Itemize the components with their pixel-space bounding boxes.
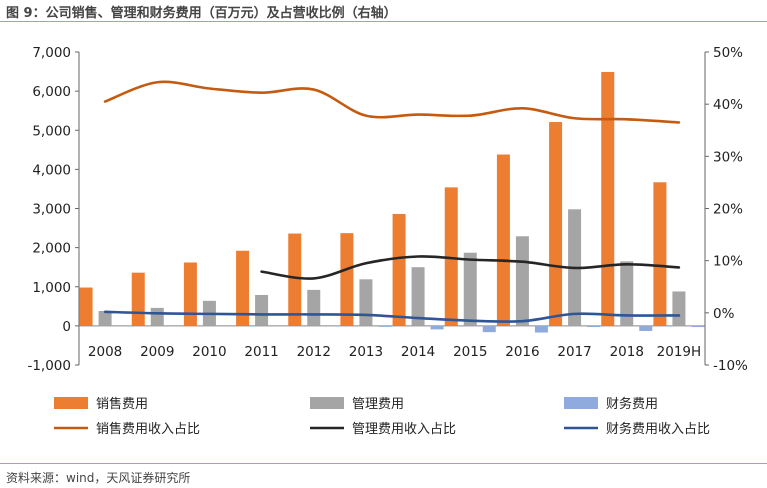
x-tick-label: 2008 (88, 344, 122, 360)
left-tick-label: 3,000 (32, 202, 71, 218)
bar (672, 291, 686, 326)
legend-label: 销售费用收入占比 (96, 421, 200, 437)
legend-label: 财务费用 (606, 396, 658, 412)
bar (639, 325, 653, 331)
x-tick-label: 2017 (557, 344, 591, 360)
left-tick-label: 2,000 (32, 241, 71, 257)
x-tick-label: 2012 (297, 344, 331, 360)
series-line (103, 310, 681, 323)
x-tick-label: 2011 (244, 344, 278, 360)
legend-swatch (310, 397, 344, 409)
title-rule (0, 21, 767, 22)
bar (430, 325, 444, 330)
left-tick-label: 7,000 (32, 45, 71, 61)
right-tick-label: 20% (713, 202, 743, 218)
x-tick-label: 2015 (453, 344, 487, 360)
x-tick-label: 2009 (140, 344, 174, 360)
bar (359, 279, 373, 326)
bar (463, 252, 477, 326)
bar (378, 325, 392, 327)
x-tick-label: 2010 (192, 344, 226, 360)
x-tick-label: 2013 (349, 344, 383, 360)
bar (482, 325, 496, 333)
left-tick-label: 6,000 (32, 84, 71, 100)
bar (691, 325, 705, 328)
legend-label: 管理费用 (352, 397, 404, 412)
legend-swatch (564, 397, 598, 409)
bar (444, 187, 458, 326)
bar (653, 182, 667, 326)
bar (392, 213, 406, 326)
right-tick-label: 10% (713, 254, 743, 270)
left-tick-label: 0 (62, 319, 71, 335)
bar (620, 261, 634, 326)
x-tick-label: 2016 (505, 344, 539, 360)
bar (183, 262, 197, 326)
bar (236, 250, 250, 326)
bar (496, 154, 510, 326)
right-tick-label: 40% (713, 97, 743, 113)
bar (411, 267, 425, 326)
bar (131, 272, 145, 326)
bar (534, 325, 548, 333)
source-note: 资料来源：wind，天风证券研究所 (6, 471, 191, 485)
bar (515, 236, 529, 326)
bar (98, 311, 112, 326)
x-tick-label: 2019H (657, 344, 702, 360)
bar (79, 287, 93, 326)
chart-title: 图 9：公司销售、管理和财务费用（百万元）及占营收比例（右轴） (6, 6, 397, 21)
bar (587, 325, 601, 328)
bar (307, 289, 321, 326)
bar (255, 294, 269, 326)
left-tick-label: -1,000 (27, 358, 71, 374)
left-tick-label: 5,000 (32, 123, 71, 139)
legend-swatch (54, 397, 88, 409)
series-line (103, 80, 681, 124)
x-tick-label: 2018 (610, 344, 644, 360)
bar (150, 307, 164, 326)
legend-label: 管理费用收入占比 (352, 422, 456, 437)
left-tick-label: 1,000 (32, 280, 71, 296)
bar (288, 233, 302, 326)
right-tick-label: 50% (713, 45, 743, 61)
series-line (260, 255, 681, 280)
legend-label: 销售费用 (96, 396, 148, 412)
legend-label: 财务费用收入占比 (606, 421, 710, 437)
footer-rule (0, 463, 767, 464)
right-tick-label: 0% (713, 306, 735, 322)
bar (340, 233, 354, 326)
left-tick-label: 4,000 (32, 162, 71, 178)
x-tick-label: 2014 (401, 344, 435, 360)
bar (601, 71, 615, 326)
right-tick-label: -10% (713, 358, 748, 374)
right-tick-label: 30% (713, 149, 743, 165)
bar (549, 122, 563, 326)
